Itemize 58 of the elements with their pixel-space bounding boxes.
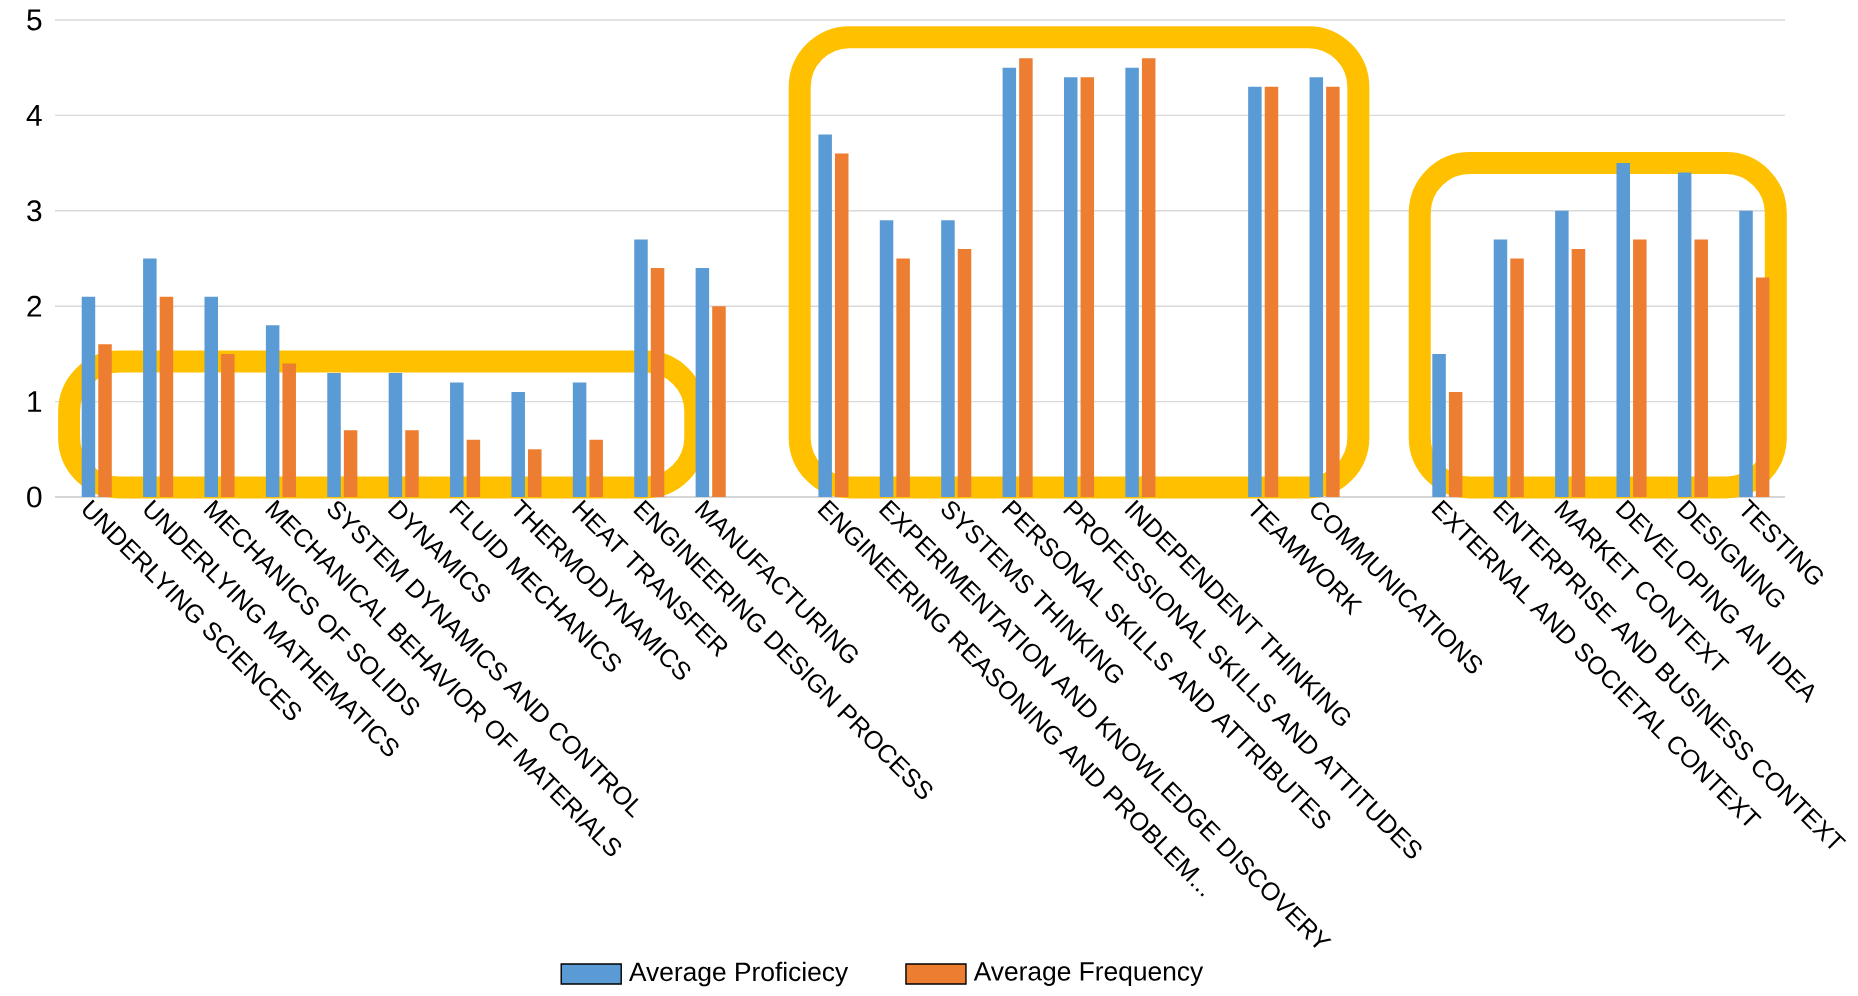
- bar: [650, 268, 665, 497]
- bar: [1432, 353, 1446, 497]
- bar: [1019, 58, 1033, 497]
- bar: [221, 353, 235, 497]
- y-tick-label: 5: [27, 9, 42, 31]
- bar: [1493, 239, 1508, 497]
- bar: [1739, 210, 1753, 497]
- bar: [572, 382, 587, 497]
- bar: [265, 325, 280, 497]
- bar: [1448, 392, 1463, 497]
- bar: [957, 248, 972, 497]
- bar: [589, 439, 603, 497]
- bar: [204, 296, 218, 497]
- bar: [81, 296, 96, 497]
- bar: [818, 134, 832, 497]
- bar: [1326, 86, 1340, 497]
- y-tick-label: 2: [27, 295, 42, 317]
- bar: [1571, 248, 1586, 497]
- legend-label: Average Proficiecy: [629, 961, 849, 987]
- legend-label: Average Frequency: [973, 962, 1204, 986]
- bar: [450, 382, 464, 497]
- bar: [1309, 77, 1324, 497]
- bar: [405, 430, 419, 497]
- bar: [1510, 258, 1524, 497]
- bar: [282, 363, 296, 497]
- bar: [528, 449, 542, 497]
- bar: [343, 430, 358, 497]
- bar: [634, 239, 648, 497]
- y-tick-label: 3: [27, 200, 42, 222]
- bar: [1248, 86, 1262, 497]
- bar: [1755, 277, 1770, 497]
- bar: [941, 220, 955, 497]
- bar: [466, 439, 481, 497]
- bar: [896, 258, 910, 497]
- y-tick-label: 4: [26, 105, 42, 126]
- bar: [511, 392, 525, 497]
- bar: [327, 372, 341, 497]
- bar: [834, 153, 849, 497]
- bar: [1616, 163, 1630, 497]
- bar: [159, 296, 174, 497]
- bar: [879, 220, 894, 497]
- bar: [712, 306, 726, 497]
- bar: [1063, 77, 1078, 497]
- bar: [1264, 86, 1279, 497]
- bar: [1677, 172, 1692, 497]
- bar: [98, 344, 112, 497]
- bar: [1141, 58, 1156, 497]
- bar: [388, 372, 403, 497]
- bar: [1633, 239, 1647, 497]
- bar: [1125, 67, 1139, 497]
- bar: [1694, 239, 1708, 497]
- bar: [1080, 77, 1095, 497]
- bar: [695, 268, 710, 497]
- bar: [1002, 67, 1017, 497]
- y-tick-label: 1: [28, 391, 42, 412]
- bar: [1555, 210, 1569, 497]
- y-tick-label: 0: [27, 486, 42, 508]
- bar: [143, 258, 157, 497]
